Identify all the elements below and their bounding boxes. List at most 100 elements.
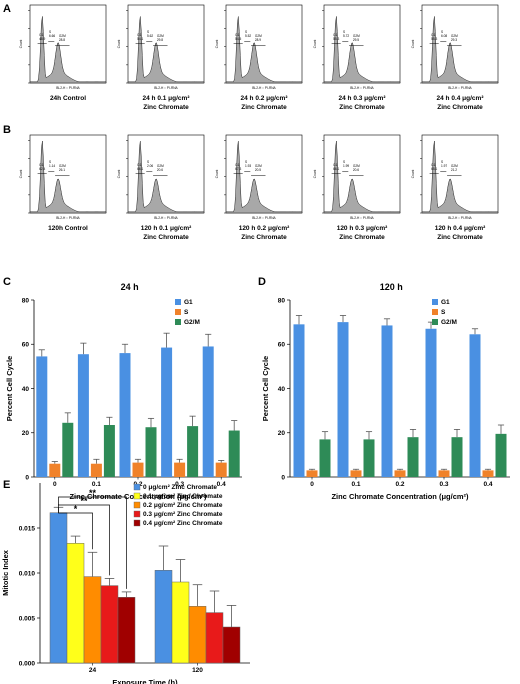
legend-swatch xyxy=(133,519,141,527)
bar-0-4-g-cm-zinc-chromate-120 xyxy=(222,626,241,664)
bar-0-2-g-cm-zinc-chromate-120 xyxy=(188,606,207,664)
bar-s-0.2 xyxy=(132,462,144,477)
gate-g2m-label: G2M xyxy=(157,34,164,38)
histogram-title-line2: Zinc Chromate xyxy=(339,234,385,241)
chart-mitotic-index: 0.000 0.005 0.010 0.015 Exposure Time (h) Mit… xyxy=(1,483,250,684)
histogram-title-line2: Zinc Chromate xyxy=(143,234,189,241)
bar-g1-0.2 xyxy=(119,353,131,477)
x-tick-label: 0.2 xyxy=(395,481,404,488)
gate-s-value: 1.99 xyxy=(343,164,349,168)
gate-g2m-label: G2M xyxy=(255,34,262,38)
legend-label: G1 xyxy=(441,299,450,306)
gate-g1-value: 66.1 xyxy=(333,167,339,171)
x-tick-label: 0.1 xyxy=(351,481,360,488)
gate-g2m-label: G2M xyxy=(157,164,164,168)
bar-s-0.3 xyxy=(438,470,450,477)
legend-swatch xyxy=(133,510,141,518)
gate-s-label: S xyxy=(343,30,345,34)
gate-g1-label: G1 xyxy=(431,163,435,167)
histogram-title-line1: 24 h 0.4 μg/cm² xyxy=(437,95,485,102)
gate-g2m-value: 21.2 xyxy=(451,168,457,172)
gate-s-value: 1.93 xyxy=(245,164,251,168)
legend-swatch xyxy=(432,299,438,305)
legend-label: 0.1 μg/cm² Zinc Chromate xyxy=(143,493,223,500)
gate-s-label: S xyxy=(49,160,51,164)
histogram-curve xyxy=(323,140,401,214)
gate-g2m-label: G2M xyxy=(59,34,66,38)
histogram-curve xyxy=(323,16,401,84)
x-tick-label: 0 xyxy=(53,481,57,488)
gate-g1-value: 65.1 xyxy=(431,167,437,171)
legend: 0 μg/cm² Zinc Chromate 0.1 μg/cm² Zinc Ch… xyxy=(133,483,223,527)
panel-label-a: A xyxy=(3,3,11,15)
x-tick-label: 0.1 xyxy=(92,481,101,488)
histogram-title-line1: 24 h 0.2 μg/cm² xyxy=(241,95,289,102)
histogram-title-line2: Zinc Chromate xyxy=(437,234,483,241)
bar-g1-0 xyxy=(293,324,305,477)
gate-g2m-label: G2M xyxy=(353,34,360,38)
gate-g2m-label: G2M xyxy=(451,34,458,38)
y-tick-label: 0 xyxy=(25,474,29,481)
legend-label: 0 μg/cm² Zinc Chromate xyxy=(143,484,217,491)
histogram-ylabel: Count xyxy=(19,40,23,49)
histogram-title-line1: 120 h 0.4 μg/cm² xyxy=(435,225,486,232)
histogram-ylabel: Count xyxy=(215,40,219,49)
bar-g1-0.1 xyxy=(337,322,349,477)
gate-s-label: S xyxy=(441,160,443,164)
bar-s-0.2 xyxy=(394,470,406,477)
gate-g2m-value: 20.5 xyxy=(255,168,261,172)
legend-swatch xyxy=(133,492,141,500)
gate-g1-value: 54.5 xyxy=(235,37,241,41)
panel-label-d: D xyxy=(258,276,266,288)
legend: G1 S G2/M xyxy=(175,299,200,326)
gate-g1-label: G1 xyxy=(235,33,239,37)
bar-g1-0 xyxy=(36,356,48,477)
y-tick-label: 60 xyxy=(278,342,286,349)
gate-s-label: S xyxy=(147,160,149,164)
histogram-curve xyxy=(421,16,499,84)
y-tick-label: 0.005 xyxy=(19,615,36,622)
bar-s-0.3 xyxy=(174,462,186,477)
x-tick-label: 0.3 xyxy=(439,481,448,488)
gate-g2m-value: 26.1 xyxy=(59,168,65,172)
gate-g1-label: G1 xyxy=(431,33,435,37)
bar-s-0.4 xyxy=(215,462,227,477)
y-axis-label: Percent Cell Cycle xyxy=(261,356,270,421)
histogram-xlabel: BL2-H :: PI-RNA xyxy=(56,86,80,90)
gate-g1-label: G1 xyxy=(333,33,337,37)
significance-label: * xyxy=(74,504,78,514)
gate-g1-label: G1 xyxy=(137,163,141,167)
bar-s-0.4 xyxy=(482,470,494,477)
histogram-xlabel: BL2-H :: PI-RNA xyxy=(252,86,276,90)
gate-g1-label: G1 xyxy=(333,163,337,167)
histogram-title-line1: 120 h 0.3 μg/cm² xyxy=(337,225,388,232)
legend: G1 S G2/M xyxy=(432,299,457,326)
x-tick-label: 120 xyxy=(192,667,203,674)
bar-g2-m-0 xyxy=(62,422,74,477)
x-axis-label: Zinc Chromate Concentration (μg/cm²) xyxy=(331,492,469,501)
x-axis-label: Exposure Time (h) xyxy=(112,678,178,684)
gate-s-label: S xyxy=(49,30,51,34)
histogram-xlabel: BL2-H :: PI-RNA xyxy=(448,216,472,220)
histogram-ylabel: Count xyxy=(117,40,121,49)
histogram-xlabel: BL2-H :: PI-RNA xyxy=(56,216,80,220)
bar-g1-0.3 xyxy=(425,328,437,477)
histogram-curve xyxy=(29,140,107,214)
y-tick-label: 40 xyxy=(22,386,30,393)
histogram-title-line2: Zinc Chromate xyxy=(339,104,385,111)
histogram-xlabel: BL2-H :: PI-RNA xyxy=(154,216,178,220)
gate-s-value: 5.72 xyxy=(343,34,349,38)
gate-s-label: S xyxy=(245,30,247,34)
histogram-ylabel: Count xyxy=(313,170,317,179)
histogram-xlabel: BL2-H :: PI-RNA xyxy=(252,216,276,220)
histogram-curve xyxy=(421,140,499,214)
